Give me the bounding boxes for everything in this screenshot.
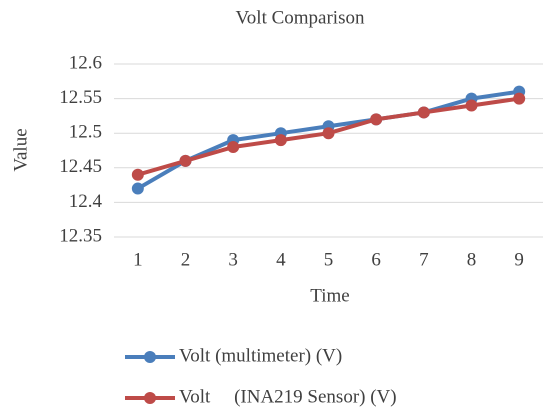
x-axis-label: Time bbox=[310, 285, 349, 306]
x-tick-label: 5 bbox=[324, 249, 334, 270]
x-tick-label: 1 bbox=[133, 249, 143, 270]
data-point bbox=[131, 182, 144, 195]
y-tick-label: 12.55 bbox=[59, 87, 102, 108]
data-point bbox=[322, 127, 335, 140]
data-point bbox=[274, 134, 287, 147]
data-point bbox=[227, 141, 240, 154]
data-point bbox=[179, 154, 192, 167]
data-point bbox=[465, 99, 478, 112]
x-tick-label: 4 bbox=[276, 249, 286, 270]
x-tick-label: 2 bbox=[181, 249, 191, 270]
y-tick-label: 12.45 bbox=[59, 156, 102, 177]
x-tick-label: 7 bbox=[419, 249, 429, 270]
y-tick-label: 12.5 bbox=[69, 122, 102, 143]
x-tick-label: 8 bbox=[467, 249, 477, 270]
data-point bbox=[131, 168, 144, 181]
legend-label: Volt (multimeter) (V) bbox=[179, 345, 342, 366]
legend-marker bbox=[144, 392, 156, 404]
x-tick-label: 6 bbox=[371, 249, 381, 270]
x-tick-label: 9 bbox=[514, 249, 524, 270]
data-point bbox=[417, 106, 430, 119]
y-tick-label: 12.6 bbox=[69, 52, 102, 73]
data-point bbox=[370, 113, 383, 126]
chart-title: Volt Comparison bbox=[236, 7, 365, 28]
y-tick-label: 12.4 bbox=[69, 191, 103, 212]
y-axis-label: Value bbox=[10, 128, 31, 171]
legend-marker bbox=[144, 351, 156, 363]
x-tick-label: 3 bbox=[228, 249, 238, 270]
legend-label: Volt (INA219 Sensor) (V) bbox=[179, 386, 397, 407]
y-tick-label: 12.35 bbox=[59, 225, 102, 246]
data-point bbox=[513, 92, 526, 105]
